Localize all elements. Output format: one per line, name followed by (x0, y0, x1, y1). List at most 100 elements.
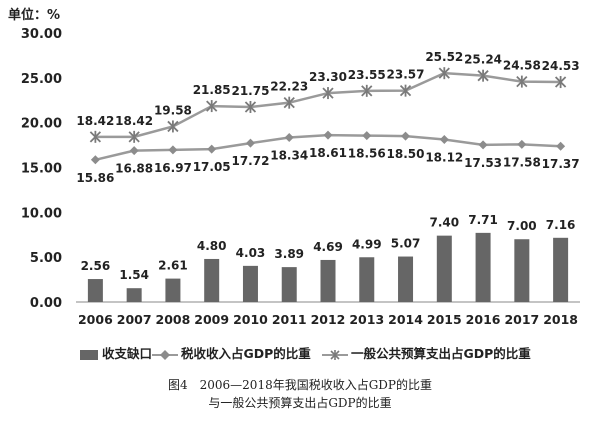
tax-data-label: 18.56 (348, 147, 386, 161)
tax-point (90, 155, 100, 165)
tax-point (556, 141, 566, 151)
bar (165, 278, 181, 302)
data-labels: 2.56 1.54 2.61 4.80 4.03 3.89 4.69 4.99 5.07 7.40… (76, 50, 579, 282)
y-tick-label: 10.00 (21, 206, 62, 221)
legend-item-tax: 税收收入占GDP的比重 (152, 343, 311, 362)
bar-data-label: 4.99 (352, 237, 382, 251)
tax-data-label: 16.88 (115, 162, 153, 176)
tax-data-label: 15.86 (76, 171, 114, 185)
spend-point (206, 100, 218, 113)
combo-chart: 0.00 5.00 10.00 15.00 20.00 25.00 30.00 2006 20… (21, 27, 580, 327)
y-axis: 0.00 5.00 10.00 15.00 20.00 25.00 30.00 (21, 27, 62, 311)
spend-data-label: 23.55 (348, 68, 386, 82)
bar (281, 267, 297, 302)
spend-point (283, 96, 295, 109)
spend-point (477, 69, 489, 82)
spend-point (322, 87, 334, 100)
tax-point (129, 146, 139, 156)
bar-data-label: 2.56 (81, 259, 111, 273)
tax-point (207, 144, 217, 154)
bar-data-label: 4.03 (236, 246, 266, 260)
legend-bar-swatch (80, 349, 98, 360)
tax-data-label: 17.72 (231, 154, 269, 168)
y-tick-label: 20.00 (21, 117, 62, 132)
x-tick-label: 2015 (427, 312, 462, 327)
y-tick-label: 5.00 (30, 251, 62, 266)
tax-data-label: 17.58 (503, 155, 541, 169)
spend-point (516, 75, 528, 88)
y-tick-label: 30.00 (21, 27, 62, 42)
bar-data-label: 3.89 (274, 247, 304, 261)
bar (475, 232, 491, 302)
caption-line-2: 与一般公共预算支出占GDP的比重 (208, 396, 392, 410)
y-tick-label: 15.00 (21, 162, 62, 177)
y-tick-label: 25.00 (21, 72, 62, 87)
tax-point (401, 131, 411, 141)
y-tick-label: 0.00 (30, 296, 62, 311)
spend-point (438, 67, 450, 80)
bar-data-label: 5.07 (391, 237, 421, 251)
bar-data-label: 7.00 (507, 219, 537, 233)
bar-data-label: 4.80 (197, 239, 227, 253)
bar (320, 259, 336, 302)
bar (126, 288, 142, 302)
bar (204, 258, 220, 302)
tax-data-label: 17.53 (464, 156, 502, 170)
spend-point (554, 76, 567, 89)
tax-data-label: 16.97 (154, 161, 192, 175)
tax-data-label: 18.12 (425, 151, 463, 165)
bar (359, 257, 375, 302)
legend-diamond-icon (152, 349, 178, 360)
tax-data-label: 17.37 (542, 157, 580, 171)
spend-point (399, 84, 412, 97)
bar (87, 279, 103, 302)
legend: 收支缺口 税收收入占GDP的比重 一般公共预算支出占GDP的比重 (0, 343, 600, 361)
tax-data-label: 17.05 (193, 160, 231, 174)
bar (398, 256, 414, 302)
legend-item-gap: 收支缺口 (80, 343, 152, 362)
bar-data-label: 7.40 (430, 216, 460, 230)
x-tick-label: 2014 (388, 312, 423, 327)
x-tick-label: 2007 (117, 312, 152, 327)
bar-data-label: 2.61 (158, 259, 188, 273)
x-tick-label: 2009 (194, 312, 229, 327)
bar (436, 235, 452, 302)
spend-data-label: 24.58 (503, 59, 541, 73)
line-series-tax (90, 130, 566, 165)
x-tick-label: 2010 (233, 312, 268, 327)
x-axis: 2006 2007 2008 2009 2010 2011 2012 2013 2014 2015… (76, 301, 580, 327)
spend-data-label: 25.24 (464, 53, 502, 67)
bar (514, 239, 530, 302)
x-tick-label: 2011 (272, 312, 307, 327)
x-tick-label: 2018 (543, 312, 578, 327)
tax-data-label: 18.61 (309, 146, 347, 160)
bar (553, 237, 569, 302)
legend-star-icon (322, 349, 348, 360)
legend-label-gap: 收支缺口 (102, 346, 153, 361)
x-tick-label: 2008 (156, 312, 191, 327)
caption-line-1: 图4 2006—2018年我国税收收入占GDP的比重 (168, 378, 432, 392)
unit-label: 单位：% (8, 8, 61, 23)
bar-data-label: 7.16 (546, 218, 576, 232)
spend-data-label: 18.42 (76, 114, 114, 128)
tax-point (245, 138, 255, 148)
tax-data-label: 18.34 (270, 149, 308, 163)
tax-point (362, 131, 372, 141)
spend-point (128, 130, 140, 143)
spend-data-label: 22.23 (270, 80, 308, 94)
tax-point (284, 133, 294, 143)
tax-point (478, 140, 488, 150)
tax-point (517, 139, 527, 149)
bar-data-label: 4.69 (313, 240, 343, 254)
spend-data-label: 24.53 (542, 59, 580, 73)
spend-data-label: 18.42 (115, 114, 153, 128)
legend-label-spend: 一般公共预算支出占GDP的比重 (351, 346, 531, 361)
spend-data-label: 25.52 (425, 50, 463, 64)
bar (242, 265, 258, 302)
spend-data-label: 23.57 (387, 68, 425, 82)
x-tick-label: 2017 (504, 312, 539, 327)
x-tick-label: 2013 (349, 312, 384, 327)
tax-data-label: 18.50 (387, 147, 425, 161)
legend-label-tax: 税收收入占GDP的比重 (181, 346, 311, 361)
spend-data-label: 19.58 (154, 103, 192, 117)
